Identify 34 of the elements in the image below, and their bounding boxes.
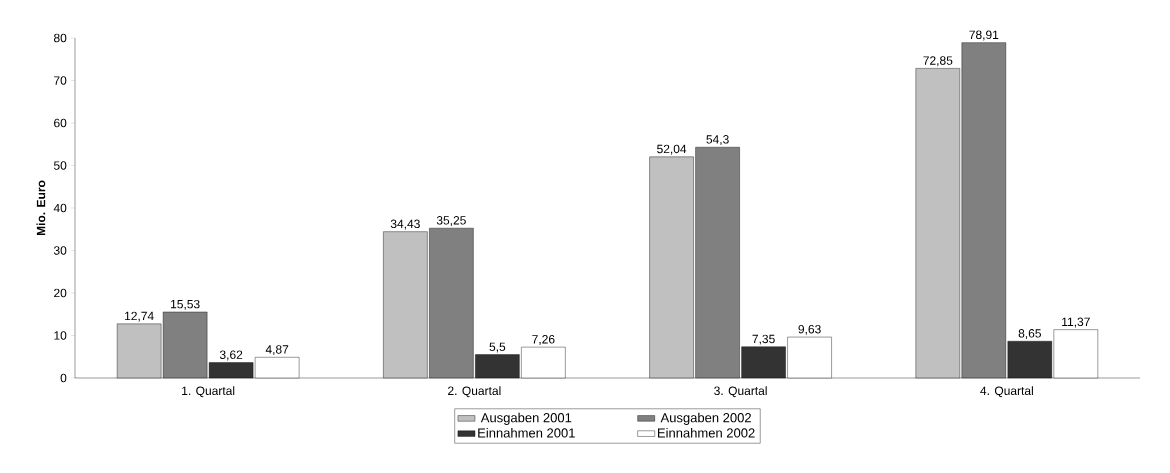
y-tick-label: 40 <box>53 203 67 213</box>
y-tick-label: 80 <box>53 33 67 43</box>
data-label: 54,3 <box>706 135 729 146</box>
data-label: 7,26 <box>532 335 555 345</box>
data-label: 35,25 <box>436 216 466 226</box>
x-tick-label: 1. Quartal <box>182 386 235 398</box>
x-tick-label: 2. Quartal <box>448 386 501 398</box>
data-label: 11,37 <box>1062 317 1090 328</box>
data-label: 52,04 <box>657 144 687 155</box>
data-label: 78,91 <box>969 30 999 41</box>
data-label: 4,87 <box>265 345 289 356</box>
legend-label: Ausgaben 2002 <box>660 412 751 425</box>
data-label: 8,65 <box>1018 329 1041 340</box>
y-tick-label: 20 <box>54 288 67 298</box>
y-tick-label: 50 <box>53 161 67 170</box>
data-label: 5,5 <box>489 342 506 353</box>
y-tick-label: 30 <box>53 246 67 255</box>
legend-label: Einnahmen 2001 <box>478 428 575 438</box>
legend-label: Ausgaben 2001 <box>480 412 572 425</box>
y-tick-label: 60 <box>54 118 67 128</box>
data-label: 72,85 <box>923 56 953 67</box>
legend-label: Einnahmen 2002 <box>658 428 755 438</box>
data-label: 7,35 <box>752 334 775 345</box>
y-tick-label: 0 <box>60 373 67 383</box>
y-tick-label: 10 <box>54 331 67 340</box>
data-label: 3,62 <box>219 350 243 361</box>
data-label: 34,43 <box>390 219 420 230</box>
x-tick-label: 3. Quartal <box>714 386 767 398</box>
data-label: 15,53 <box>171 299 200 310</box>
y-tick-label: 70 <box>54 76 67 85</box>
x-tick-label: 4. Quartal <box>980 386 1033 398</box>
y-axis-title: Mio. Euro <box>36 180 46 236</box>
data-label: 12,74 <box>125 311 154 322</box>
data-label: 9,63 <box>798 324 821 335</box>
